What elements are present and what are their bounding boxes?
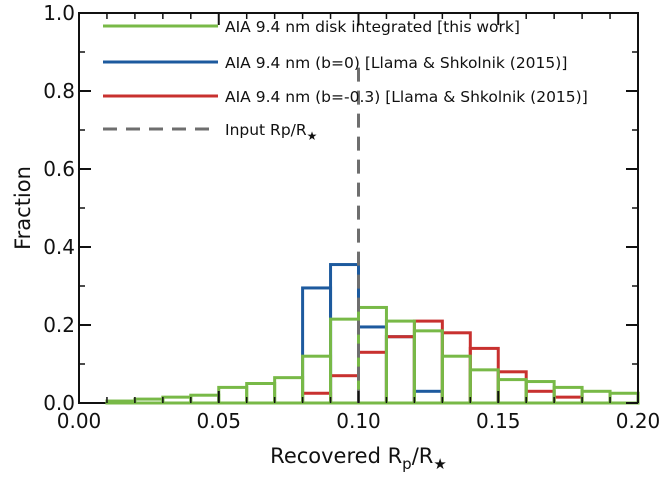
legend-label-3: AIA 9.4 nm (b=-0.3) [Llama & Shkolnik (2…: [225, 88, 588, 106]
x-tick-label-3: 0.10: [336, 409, 381, 433]
legend-label-1: AIA 9.4 nm disk integrated [this work]: [225, 18, 520, 36]
x-axis-title-part-3: /R: [412, 444, 434, 468]
x-tick-label-4: 0.15: [476, 409, 521, 433]
histogram-bar-series-3-bin-15: [468, 346, 500, 405]
histogram-bar-series-1-bin-4: [161, 395, 193, 405]
histogram-bar-series-1-bin-15: [468, 368, 500, 405]
legend-label-4-sub: ★: [307, 129, 318, 143]
histogram-bar-series-1-bin-18: [552, 385, 584, 405]
histogram-bar-series-1-bin-2: [105, 399, 137, 405]
histogram-bar-series-1-bin-10: [329, 317, 360, 405]
histogram-bar-series-3-bin-10: [329, 374, 360, 405]
histogram-bar-series-2-bin-10: [329, 263, 360, 405]
histogram-bar-series-2-bin-11: [357, 325, 388, 405]
histogram-bar-series-1-bin-3: [133, 397, 165, 405]
histogram-bar-series-2-bin-12: [384, 335, 416, 405]
y-tick-label-1: 0.0: [43, 391, 75, 415]
histogram-bar-series-1-bin-20: [608, 391, 640, 405]
y-tick-label-4: 0.6: [43, 157, 75, 181]
histogram-bar-series-3-bin-16: [496, 370, 528, 405]
y-tick-label-6: 1.0: [43, 1, 75, 25]
histogram-bar-series-1-bin-8: [273, 376, 305, 405]
legend: AIA 9.4 nm disk integrated [this work] AI…: [103, 18, 588, 143]
y-tick-label-3: 0.4: [43, 235, 75, 259]
histogram-bar-series-2-bin-9: [301, 286, 333, 405]
y-axis-title: Fraction: [11, 166, 35, 250]
histogram-bar-series-1-bin-14: [440, 354, 472, 405]
histogram-bar-series-3-bin-14: [440, 331, 472, 405]
x-tick-label-2: 0.05: [196, 409, 241, 433]
x-tick-label-1: 0.00: [57, 409, 102, 433]
x-axis-title: Recovered Rp/R★: [270, 444, 447, 473]
legend-label-2: AIA 9.4 nm (b=0) [Llama & Shkolnik (2015…: [225, 54, 567, 72]
data-layer: [105, 67, 640, 405]
histogram-bar-series-1-bin-12: [384, 319, 416, 405]
histogram-bar-series-1-bin-9: [301, 354, 333, 405]
x-axis-title-part-4: ★: [433, 455, 446, 473]
x-axis-title-part-1: Recovered R: [270, 444, 402, 468]
legend-label-4-main: Input Rp/R: [225, 121, 307, 139]
x-axis-title-part-2: p: [402, 455, 412, 473]
histogram-bar-series-1-bin-6: [217, 385, 249, 405]
histogram-bar-series-1-bin-5: [189, 393, 221, 405]
y-tick-label-2: 0.2: [43, 313, 75, 337]
histogram-bar-series-2-bin-13: [412, 389, 444, 405]
histogram-bar-series-3-bin-11: [357, 350, 388, 405]
histogram-bar-series-1-bin-11: [357, 305, 388, 405]
histogram-bar-series-1-bin-19: [580, 389, 612, 405]
histogram-bar-series-3-bin-17: [524, 389, 556, 405]
histogram-bar-series-1-bin-16: [496, 378, 528, 405]
histogram-bar-series-1-bin-7: [245, 382, 277, 405]
x-tick-label-5: 0.20: [616, 409, 661, 433]
y-tick-label-5: 0.8: [43, 79, 75, 103]
axis-layer: 0.00 0.05 0.10 0.15 0.20 0.0 0.2 0.4 0.6 0.8 1.0 Fr…: [11, 1, 660, 473]
legend-label-4: Input Rp/R★: [225, 121, 317, 143]
histogram-bar-series-3-bin-12: [384, 335, 416, 405]
